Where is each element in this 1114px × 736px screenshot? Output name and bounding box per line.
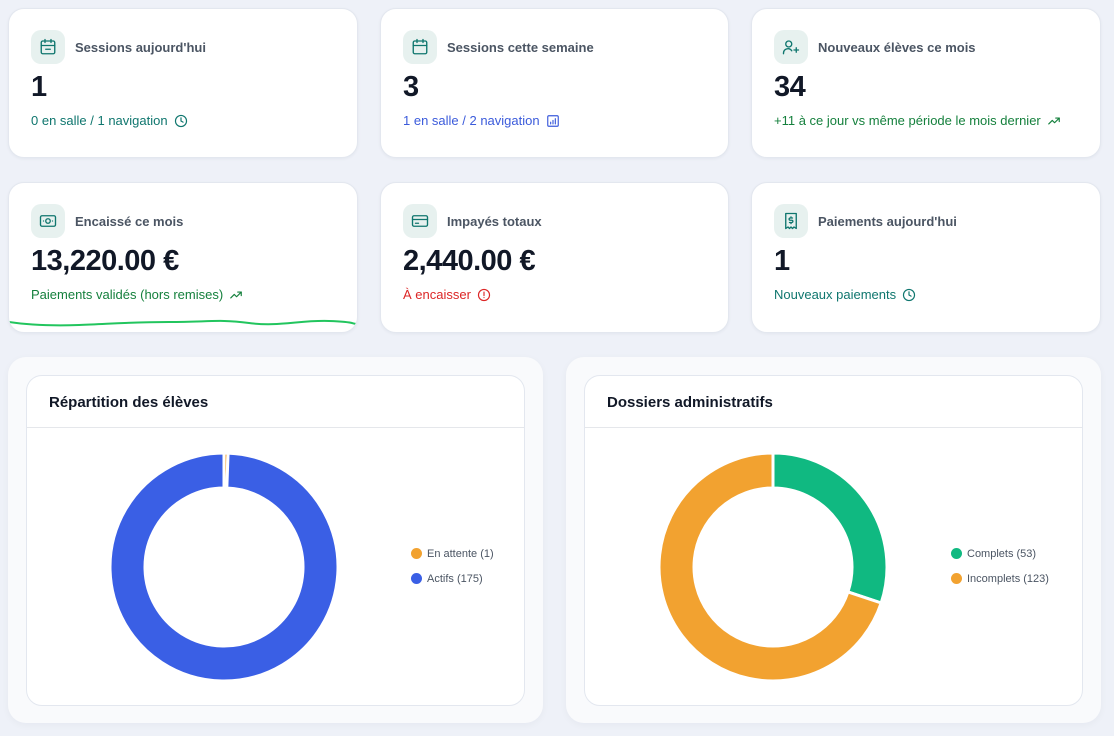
stat-subtitle-text: Nouveaux paiements (774, 287, 897, 302)
banknote-icon (31, 204, 65, 238)
stat-title: Encaissé ce mois (75, 214, 184, 229)
legend-item[interactable]: Actifs (175) (411, 566, 494, 591)
donut-slice-active[interactable] (108, 451, 340, 683)
stat-title: Impayés totaux (447, 214, 542, 229)
stat-card-unpaid-total: Impayés totaux 2,440.00 € À encaisser (380, 182, 729, 333)
students-donut-chart (108, 451, 340, 683)
calendar-today-icon (31, 30, 65, 64)
stat-value: 1 (774, 245, 790, 277)
donut-slice-complete[interactable] (771, 451, 889, 605)
stat-card-new-students: Nouveaux élèves ce mois 34 +11 à ce jour… (751, 8, 1101, 158)
legend-dot-active (411, 573, 422, 584)
stat-title: Sessions aujourd'hui (75, 40, 206, 55)
admin-files-panel: Dossiers administratifs Complets (53) In… (584, 375, 1083, 706)
clock-icon (174, 114, 187, 127)
stat-subtitle: +11 à ce jour vs même période le mois de… (774, 113, 1061, 128)
stat-value: 13,220.00 € (31, 245, 179, 277)
stat-subtitle: À encaisser (403, 287, 491, 302)
bar-chart-icon (546, 114, 559, 127)
legend-label: Actifs (175) (427, 572, 483, 585)
sparkline (9, 319, 357, 327)
stat-value: 34 (774, 71, 806, 103)
trending-up-icon (1047, 117, 1060, 124)
panel-title: Dossiers administratifs (585, 376, 1082, 428)
receipt-icon (774, 204, 808, 238)
stat-card-collected-month: Encaissé ce mois 13,220.00 € Paiements v… (8, 182, 358, 333)
legend-label: Complets (53) (967, 547, 1037, 560)
panel-title: Répartition des élèves (27, 376, 524, 428)
students-distribution-panel: Répartition des élèves En attente (1) Ac… (26, 375, 525, 706)
stat-subtitle: Nouveaux paiements (774, 287, 916, 302)
stat-value: 3 (403, 71, 419, 103)
stat-subtitle-text: +11 à ce jour vs même période le mois de… (774, 113, 1041, 128)
stat-title: Nouveaux élèves ce mois (818, 40, 976, 55)
user-plus-icon (774, 30, 808, 64)
stat-title: Sessions cette semaine (447, 40, 594, 55)
stat-subtitle: 1 en salle / 2 navigation (403, 113, 560, 128)
dossiers-donut-chart (657, 451, 889, 683)
stat-title: Paiements aujourd'hui (818, 214, 957, 229)
legend-dot-pending (411, 548, 422, 559)
donut-slice-incomplete[interactable] (657, 451, 884, 683)
stat-subtitle-text: 1 en salle / 2 navigation (403, 113, 540, 128)
students-legend: En attente (1) Actifs (175) (411, 541, 494, 591)
legend-item[interactable]: Complets (53) (951, 541, 1049, 566)
legend-dot-incomplete (951, 573, 962, 584)
stat-card-sessions-week: Sessions cette semaine 3 1 en salle / 2 … (380, 8, 729, 158)
alert-circle-icon (477, 288, 491, 301)
calendar-icon (403, 30, 437, 64)
stat-subtitle-text: À encaisser (403, 287, 471, 302)
stat-subtitle-text: Paiements validés (hors remises) (31, 287, 224, 302)
legend-dot-complete (951, 548, 962, 559)
legend-label: En attente (1) (427, 547, 494, 560)
trending-up-icon (230, 291, 243, 298)
stat-subtitle: 0 en salle / 1 navigation (31, 113, 188, 128)
stat-card-sessions-today: Sessions aujourd'hui 1 0 en salle / 1 na… (8, 8, 358, 158)
stat-card-payments-today: Paiements aujourd'hui 1 Nouveaux paiemen… (751, 182, 1101, 333)
clock-icon (903, 288, 916, 301)
credit-card-icon (403, 204, 437, 238)
stat-value: 1 (31, 71, 47, 103)
stat-value: 2,440.00 € (403, 245, 536, 277)
stat-subtitle-text: 0 en salle / 1 navigation (31, 113, 168, 128)
dossiers-legend: Complets (53) Incomplets (123) (951, 541, 1049, 591)
legend-label: Incomplets (123) (967, 572, 1049, 585)
legend-item[interactable]: Incomplets (123) (951, 566, 1049, 591)
legend-item[interactable]: En attente (1) (411, 541, 494, 566)
stat-subtitle: Paiements validés (hors remises) (31, 287, 243, 302)
